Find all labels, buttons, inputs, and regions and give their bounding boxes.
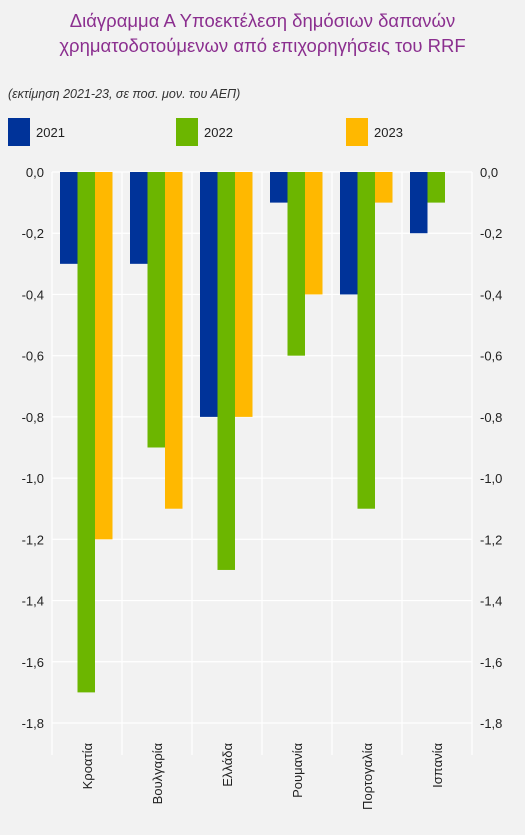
bar-2022: [217, 172, 235, 570]
bar-chart: 0,0-0,2-0,4-0,6-0,8-1,0-1,2-1,4-1,6-1,8 …: [22, 165, 503, 810]
bars: [60, 172, 445, 693]
bar-2021: [60, 172, 78, 264]
chart-title-line1: Διάγραμμα Α Υποεκτέλεση δημόσιων δαπανών: [69, 10, 456, 31]
bar-2023: [95, 172, 113, 540]
x-tick-label: Κροατία: [80, 743, 95, 790]
x-tick-label: Ελλάδα: [220, 743, 235, 787]
y-tick-label-right: -0,6: [480, 349, 502, 364]
bar-2023: [235, 172, 253, 417]
y-tick-label-right: -1,0: [480, 471, 502, 486]
y-tick-label-right: -1,2: [480, 532, 502, 547]
y-axis-right: 0,0 -0,2 -0,4 -0,6 -0,8 -1,0 -1,2 -1,4 -1,6 -1,8: [480, 165, 502, 731]
bar-2021: [270, 172, 288, 203]
bar-2021: [200, 172, 218, 417]
y-tick-label-right: -0,8: [480, 410, 502, 425]
y-tick-label-left: -1,8: [22, 716, 44, 731]
y-tick-label-left: -0,2: [22, 226, 44, 241]
bar-2022: [287, 172, 305, 356]
chart-title: Διάγραμμα Α Υποεκτέλεση δημόσιων δαπανών…: [0, 8, 525, 58]
y-tick-label-left: 0,0: [26, 165, 44, 180]
chart-subtitle: (εκτίμηση 2021-23, σε ποσ. μον. του ΑΕΠ): [8, 87, 241, 101]
y-tick-label-left: -0,8: [22, 410, 44, 425]
y-tick-label-right: -1,8: [480, 716, 502, 731]
legend-label-2023: 2023: [374, 125, 403, 140]
bar-2023: [375, 172, 393, 203]
bar-2022: [147, 172, 165, 448]
legend-label-2022: 2022: [204, 125, 233, 140]
bar-2022: [77, 172, 95, 693]
y-tick-label-left: -0,4: [22, 287, 44, 302]
bar-2023: [305, 172, 323, 295]
y-tick-label-left: -0,6: [22, 349, 44, 364]
bar-2021: [410, 172, 428, 234]
legend-label-2021: 2021: [36, 125, 65, 140]
y-tick-label-left: -1,6: [22, 655, 44, 670]
bar-2022: [427, 172, 445, 203]
bar-2021: [130, 172, 148, 264]
y-axis-left: 0,0 -0,2 -0,4 -0,6 -0,8 -1,0 -1,2 -1,4 -1,6 -1,8: [22, 165, 44, 731]
x-tick-label: Ισπανία: [430, 743, 445, 788]
y-tick-label-left: -1,0: [22, 471, 44, 486]
bar-2023: [165, 172, 183, 509]
y-tick-label-right: -1,6: [480, 655, 502, 670]
y-tick-label-right: -0,4: [480, 287, 502, 302]
y-tick-label-right: 0,0: [480, 165, 498, 180]
grid-lines: [51, 171, 473, 755]
legend-swatch-2022: [176, 118, 198, 146]
x-axis: Κροατία Βουλγαρία Ελλάδα Ρουμανία Πορτογαλία…: [80, 743, 445, 810]
x-tick-label: Ρουμανία: [290, 743, 305, 798]
chart-title-line2: χρηματοδοτούμενων από επιχορηγήσεις του …: [59, 35, 466, 56]
y-tick-label-right: -1,4: [480, 594, 502, 609]
bar-2022: [357, 172, 375, 509]
y-tick-label-left: -1,4: [22, 594, 44, 609]
y-tick-label-left: -1,2: [22, 532, 44, 547]
bar-2021: [340, 172, 358, 295]
x-tick-label: Βουλγαρία: [150, 743, 165, 805]
legend-swatch-2021: [8, 118, 30, 146]
legend-swatch-2023: [346, 118, 368, 146]
x-tick-label: Πορτογαλία: [360, 743, 375, 810]
y-tick-label-right: -0,2: [480, 226, 502, 241]
